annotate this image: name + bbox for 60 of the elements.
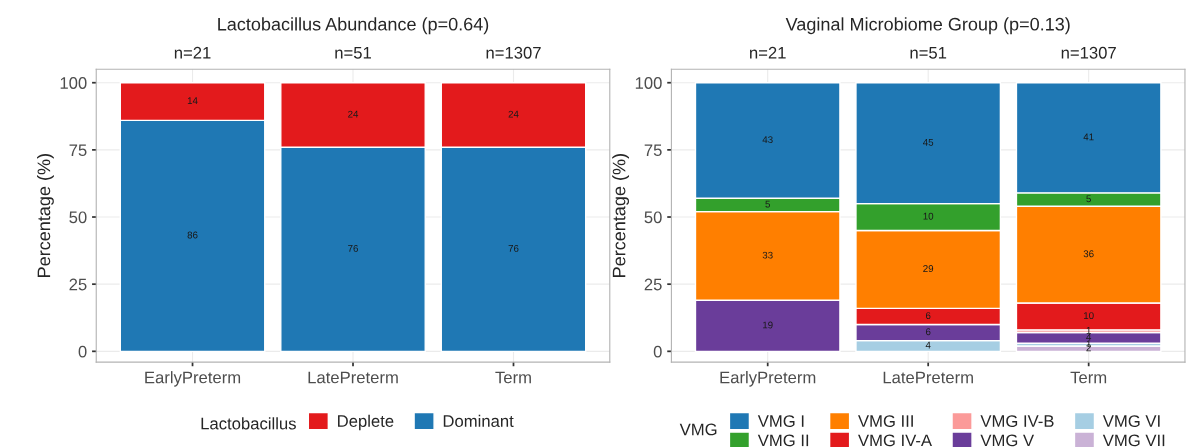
y-tick-label: 25 [644,278,662,291]
y-tick-label: 75 [644,144,662,157]
data-label: 10 [923,212,934,220]
text: n=21 [174,46,211,59]
y-axis-title: Percentage (%) [612,154,630,277]
y-tick-label: 100 [60,77,87,89]
data-label: 76 [348,244,358,252]
legend-label: VMG III [858,415,913,427]
data-label: 10 [1084,312,1094,320]
y-tick-label: 0 [78,345,87,358]
legend-label: VMG II [757,434,809,447]
y-axis-title: Percentage (%) [37,154,54,277]
x-tick-label: Term [495,371,531,384]
y-tick-label: 50 [644,211,662,224]
x-tick-label: Term [1070,371,1107,384]
x-tick-label: LatePreterm [883,371,973,384]
legend-label: VMG IV-A [858,434,933,447]
data-label: 4 [1086,333,1092,341]
data-label: 24 [348,110,359,118]
legend-label: VMG IV-B [980,415,1054,427]
legend-title: VMG [679,423,717,436]
data-label: 5 [765,200,770,208]
data-label: 14 [187,97,198,105]
text: n=1307 [486,46,541,59]
data-label: 4 [925,341,931,349]
data-label: 24 [508,110,519,118]
data-label: 43 [762,136,773,144]
chart-title: Vaginal Microbiome Group (p=0.13) [785,17,1070,35]
data-label: 36 [1083,250,1094,258]
text: n=1307 [1061,46,1116,59]
data-label: 41 [1083,133,1094,141]
legend-label: VMG V [980,434,1035,447]
legend-label: Dominant [443,414,514,427]
legend-label: VMG VII [1102,434,1165,447]
data-label: 6 [925,328,931,336]
x-tick-label: LatePreterm [308,371,398,384]
legend-title: Lactobacillus [201,417,296,430]
x-tick-label: EarlyPreterm [145,371,241,387]
x-tick-label: EarlyPreterm [720,371,816,387]
data-label: 76 [508,244,519,252]
legend-label: Deplete [338,414,394,431]
text: n=51 [335,47,371,59]
text: n=21 [750,46,786,59]
data-label: 29 [923,265,934,273]
y-tick-label: 50 [69,211,87,224]
data-label: 1 [1086,327,1091,334]
data-label: 33 [762,251,773,259]
chart-title: Lactobacillus Abundance (p=0.64) [218,17,489,35]
legend-label: VMG I [757,415,804,427]
y-tick-label: 0 [653,345,662,358]
legend-label: VMG VI [1102,415,1160,427]
data-label: 6 [925,312,931,320]
data-label: 86 [187,231,198,239]
y-tick-label: 100 [635,77,662,89]
y-tick-label: 75 [69,144,87,157]
text: n=51 [910,47,947,59]
data-label: 5 [1086,195,1091,203]
data-label: 19 [763,321,773,329]
data-label: 45 [923,138,934,146]
y-tick-label: 25 [69,278,87,291]
